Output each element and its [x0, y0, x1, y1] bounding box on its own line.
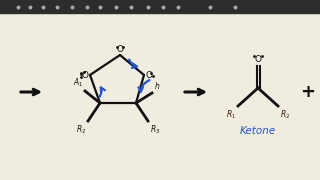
Text: $R_2$: $R_2$	[76, 123, 86, 136]
Text: $R_1$: $R_1$	[226, 108, 236, 120]
Text: $R_2$: $R_2$	[280, 108, 290, 120]
Text: O: O	[82, 71, 89, 80]
Text: +: +	[300, 83, 316, 101]
Text: $R_3$: $R_3$	[150, 123, 160, 136]
Text: O: O	[145, 71, 152, 80]
Text: O: O	[254, 55, 261, 64]
Text: Ketone: Ketone	[240, 126, 276, 136]
Text: O: O	[116, 45, 124, 54]
Text: $h$: $h$	[154, 80, 160, 91]
Bar	[0, 0, 320, 13]
Text: $A_1$: $A_1$	[73, 76, 83, 89]
